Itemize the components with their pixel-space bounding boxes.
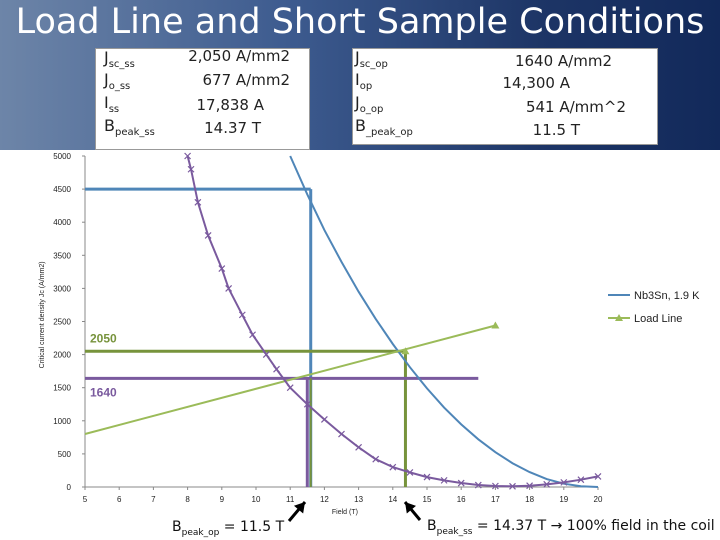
iop-value: 14,300 A: [502, 74, 570, 92]
series-marker: [457, 479, 465, 487]
y-tick-label: 2000: [53, 351, 71, 360]
series-marker: [491, 482, 499, 490]
jo-op-value: 541 A/mm^2: [525, 98, 626, 116]
series-marker: [577, 476, 585, 484]
y-tick-label: 500: [58, 450, 72, 459]
iop-label: Iop: [355, 70, 373, 93]
series-marker: [249, 331, 257, 339]
bpeak-ss-label: Bpeak_ss: [104, 116, 155, 139]
x-tick-label: 8: [185, 495, 190, 504]
short-sample-panel: [95, 48, 310, 150]
series-line-0: [289, 155, 599, 488]
jsc-ss-chart-label: 2050: [90, 331, 117, 345]
series-marker: [320, 416, 328, 423]
y-tick-label: 2500: [53, 318, 71, 327]
bpeak-op-value: 11.5 T: [532, 121, 580, 139]
x-axis-label: Field (T): [332, 509, 358, 516]
series-marker: [491, 321, 500, 329]
x-tick-label: 6: [117, 495, 122, 504]
series-marker: [389, 463, 397, 471]
legend-label-1: Load Line: [634, 313, 682, 325]
x-tick-label: 11: [286, 495, 295, 504]
jo-ss-label: Jo_ss: [104, 70, 131, 93]
x-tick-label: 7: [151, 495, 156, 504]
series-marker: [338, 430, 345, 438]
series-marker: [406, 469, 414, 476]
series-marker: [303, 400, 311, 408]
jo-ss-value: 677 A/mm2: [202, 71, 290, 89]
x-tick-label: 16: [457, 495, 466, 504]
operating-panel: [352, 48, 658, 145]
ss-intersection-marker: [401, 347, 410, 355]
series-line-2: [186, 155, 599, 488]
series-marker: [204, 232, 212, 239]
series-marker: [560, 478, 568, 486]
iss-value: 17,838 A: [196, 96, 264, 114]
x-tick-label: 14: [388, 495, 397, 504]
series-marker: [238, 311, 246, 319]
series-marker: [543, 480, 551, 488]
bpeak-ss-value: 14.37 T: [204, 119, 261, 137]
x-tick-label: 19: [559, 495, 568, 504]
legend-marker: [615, 314, 623, 321]
series-marker: [526, 482, 534, 490]
x-tick-label: 13: [354, 495, 363, 504]
x-tick-label: 15: [423, 495, 432, 504]
jsc-op-label: Jsc_op: [355, 48, 388, 71]
x-tick-label: 12: [320, 495, 329, 504]
series-marker: [225, 284, 233, 292]
y-tick-label: 4000: [53, 218, 71, 227]
series-marker: [194, 198, 202, 206]
series-marker: [509, 482, 516, 490]
bpeak-op-note: Bpeak_op = 11.5 T: [172, 519, 285, 538]
series-marker: [594, 472, 602, 480]
series-marker: [372, 455, 380, 463]
x-tick-label: 5: [83, 495, 88, 504]
ss-arrow-head: [405, 502, 417, 514]
x-tick-label: 17: [491, 495, 500, 504]
y-tick-label: 4500: [53, 185, 71, 194]
series-marker: [474, 481, 482, 489]
jo-op-label: Jo_op: [355, 93, 384, 116]
jsc-op-value: 1640 A/mm2: [514, 52, 612, 70]
series-marker: [184, 152, 192, 160]
y-tick-label: 0: [67, 483, 72, 492]
slide-title: Load Line and Short Sample Conditions: [15, 2, 705, 42]
iss-label: Iss: [104, 93, 120, 116]
series-marker: [355, 443, 363, 451]
series-marker: [218, 265, 226, 272]
series-marker: [187, 165, 195, 173]
bpeak-op-label: B_peak_op: [355, 116, 413, 139]
series-marker: [440, 476, 448, 484]
y-tick-label: 3000: [53, 284, 71, 293]
y-tick-label: 5000: [53, 152, 71, 161]
x-tick-label: 20: [594, 495, 603, 504]
series-line-1: [84, 324, 496, 435]
y-tick-label: 1000: [53, 417, 71, 426]
legend-label-0: Nb3Sn, 1.9 K: [634, 290, 700, 302]
series-marker: [262, 351, 270, 359]
bpeak-ss-note: Bpeak_ss = 14.37 T → 100% field in the c…: [427, 518, 715, 537]
op-arrow-head: [293, 502, 305, 514]
y-tick-label: 3500: [53, 251, 71, 260]
y-axis-label: Critical current density Jc (A/mm2): [39, 261, 46, 368]
x-tick-label: 10: [252, 495, 261, 504]
x-tick-label: 9: [220, 495, 225, 504]
series-marker: [286, 384, 294, 392]
y-tick-label: 1500: [53, 384, 71, 393]
series-marker: [423, 473, 431, 481]
series-marker: [273, 365, 280, 373]
x-tick-label: 18: [525, 495, 534, 504]
jsc-ss-value: 2,050 A/mm2: [188, 47, 290, 65]
jsc-op-chart-label: 1640: [90, 385, 117, 399]
jsc-ss-label: Jsc_ss: [104, 48, 135, 71]
